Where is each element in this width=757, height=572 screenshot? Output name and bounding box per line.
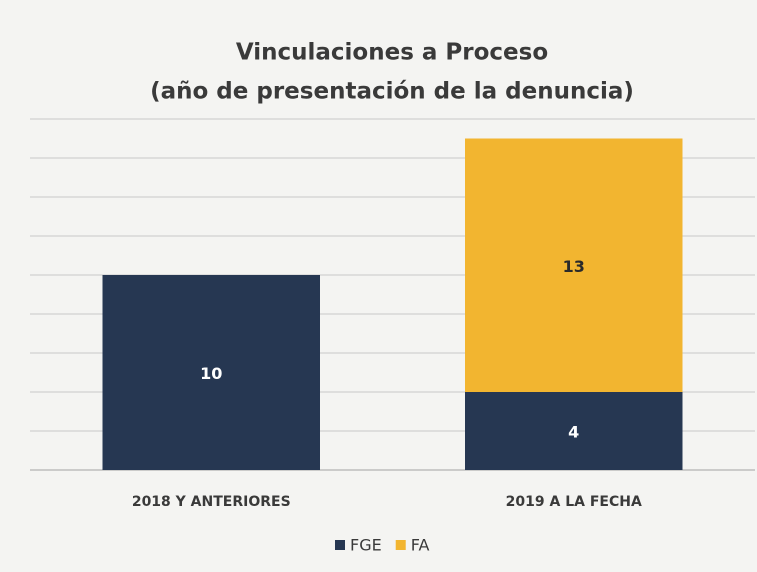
bar-segment bbox=[465, 138, 683, 392]
data-label: 4 bbox=[568, 423, 579, 442]
legend-swatch bbox=[395, 540, 406, 550]
bar-segment bbox=[465, 392, 683, 470]
data-label: 13 bbox=[563, 257, 585, 276]
legend-swatch bbox=[335, 540, 345, 550]
x-tick-label: 2018 Y ANTERIORES bbox=[132, 494, 291, 510]
legend-label: FGE bbox=[350, 536, 382, 555]
chart-subtitle: (año de presentación de la denuncia) bbox=[150, 79, 634, 105]
legend-label: FA bbox=[411, 536, 430, 555]
chart-title: Vinculaciones a Proceso bbox=[236, 40, 548, 66]
bar-segment bbox=[102, 275, 320, 470]
x-tick-label: 2019 A LA FECHA bbox=[506, 494, 642, 510]
data-label: 10 bbox=[200, 364, 222, 383]
